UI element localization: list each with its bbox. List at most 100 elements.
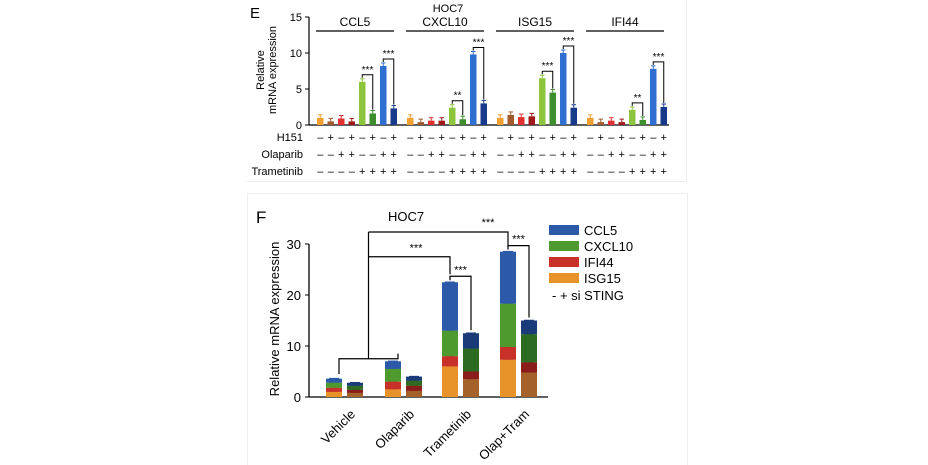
condition-symbol: + <box>470 166 476 178</box>
condition-symbol: + <box>518 149 524 161</box>
legend-sirna-label: - + si STING <box>552 288 624 303</box>
condition-symbol: – <box>449 149 456 161</box>
significance-label: ** <box>454 91 462 102</box>
bar <box>597 122 604 125</box>
stacked-segment <box>326 387 342 392</box>
y-tick-label: 20 <box>287 288 301 303</box>
condition-symbol: – <box>497 132 504 144</box>
bar <box>497 117 504 125</box>
stacked-segment <box>500 251 516 304</box>
significance-bracket <box>541 70 554 89</box>
y-axis-label-line2: mRNA expression <box>267 26 279 114</box>
bar <box>528 116 535 125</box>
bar <box>480 103 487 125</box>
condition-symbol: – <box>587 166 594 178</box>
condition-symbol: – <box>428 166 435 178</box>
significance-label: *** <box>454 264 468 276</box>
condition-symbol: + <box>539 166 545 178</box>
condition-symbol: – <box>317 132 324 144</box>
condition-symbol: + <box>650 166 656 178</box>
y-tick-label: 0 <box>296 120 302 132</box>
stacked-segment <box>406 376 422 381</box>
gene-label: CXCL10 <box>422 15 468 29</box>
bar <box>608 120 615 125</box>
bar <box>549 92 556 125</box>
condition-symbol: + <box>598 132 604 144</box>
condition-symbol: + <box>481 166 487 178</box>
stacked-segment <box>385 368 401 382</box>
condition-symbol: – <box>349 166 356 178</box>
condition-symbol: + <box>608 149 614 161</box>
significance-label: *** <box>563 36 575 47</box>
condition-symbol: + <box>550 166 556 178</box>
significance-bracket <box>631 102 644 116</box>
bar <box>317 117 324 125</box>
chart-e: E HOC7 RelativemRNA expression 0 5 10 15 CCL5 **… <box>250 3 669 178</box>
condition-symbol: + <box>328 132 334 144</box>
bar <box>428 120 435 125</box>
bar <box>639 119 646 125</box>
gene-label: IFI44 <box>611 15 639 29</box>
condition-symbol: + <box>380 166 386 178</box>
stacked-segment <box>385 389 401 397</box>
bar <box>660 107 667 125</box>
stacked-segment <box>406 385 422 391</box>
bar <box>518 117 525 125</box>
condition-symbol: + <box>370 166 376 178</box>
legend-swatch <box>549 273 579 283</box>
condition-symbol: – <box>359 149 366 161</box>
bar <box>560 53 567 125</box>
significance-label: *** <box>410 243 424 255</box>
condition-symbol: + <box>391 132 397 144</box>
stacked-segment <box>521 362 537 373</box>
category-label: Vehicle <box>318 407 358 447</box>
condition-symbol: + <box>380 149 386 161</box>
stacked-segment <box>500 347 516 360</box>
legend-label: IFI44 <box>584 255 614 270</box>
condition-symbol: + <box>370 132 376 144</box>
condition-symbol: – <box>650 132 657 144</box>
significance-label: *** <box>362 65 374 76</box>
stacked-segment <box>347 389 363 393</box>
chart-title: HOC7 <box>433 3 464 15</box>
condition-symbol: + <box>481 149 487 161</box>
condition-symbol: + <box>359 166 365 178</box>
condition-symbol: – <box>407 166 414 178</box>
category-label: Trametinib <box>420 407 474 461</box>
bar <box>570 107 577 125</box>
stacked-segment <box>442 282 458 331</box>
condition-symbol: – <box>508 149 515 161</box>
condition-symbol: – <box>317 166 324 178</box>
bar <box>390 108 397 125</box>
significance-label: *** <box>473 37 485 48</box>
bar <box>587 117 594 125</box>
condition-symbol: – <box>518 132 525 144</box>
condition-symbol: + <box>529 132 535 144</box>
condition-symbol: + <box>640 132 646 144</box>
y-tick-label: 10 <box>287 339 301 354</box>
condition-symbol: + <box>529 149 535 161</box>
condition-symbol: + <box>460 166 466 178</box>
condition-symbol: – <box>539 149 546 161</box>
legend-label: ISG15 <box>584 271 621 286</box>
condition-symbol: – <box>407 149 414 161</box>
stacked-segment <box>500 359 516 397</box>
condition-symbol: – <box>317 149 324 161</box>
condition-symbol: – <box>598 166 605 178</box>
bar <box>539 78 546 125</box>
condition-symbol: + <box>349 149 355 161</box>
condition-symbol: – <box>539 132 546 144</box>
y-tick-label: 15 <box>290 12 302 24</box>
stacked-segment <box>326 391 342 397</box>
condition-row-label: H151 <box>277 132 303 144</box>
condition-symbol: – <box>359 132 366 144</box>
condition-symbol: – <box>608 132 615 144</box>
gene-label: ISG15 <box>518 15 552 29</box>
chart-f: F HOC7 Relative mRNA expression 0 10 20 30 Vehi… <box>256 208 633 463</box>
panel-label-e: E <box>250 5 260 22</box>
bar <box>417 122 424 125</box>
legend-swatch <box>549 257 579 267</box>
significance-label: ** <box>634 93 642 104</box>
stacked-segment <box>521 334 537 363</box>
condition-symbol: – <box>439 166 446 178</box>
